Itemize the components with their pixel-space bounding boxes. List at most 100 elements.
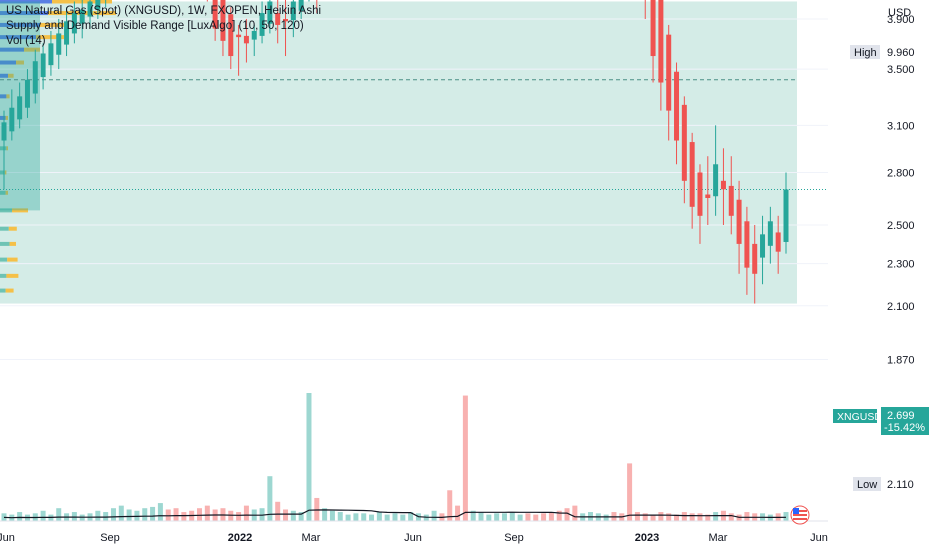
time-tick-label: Sep: [100, 532, 120, 544]
profile-bar-buy: [0, 94, 7, 99]
time-tick-label: Mar: [709, 532, 728, 544]
volume-bar: [306, 393, 312, 521]
volume-bar: [392, 513, 398, 521]
volume-bar: [40, 510, 46, 521]
low-label: Low: [857, 479, 877, 491]
volume-bar: [501, 513, 507, 521]
time-axis[interactable]: Jun Sep 2022 Mar Jun Sep 2023 Mar Jun: [0, 532, 828, 544]
volume-bar: [423, 514, 429, 521]
price-tick-label: 3.100: [887, 120, 915, 132]
volume-bar: [462, 395, 468, 521]
volume-bar: [157, 503, 163, 521]
time-tick-label: Sep: [504, 532, 524, 544]
volume-bar: [548, 512, 554, 521]
candle-body: [705, 194, 711, 198]
price-tick-label: 3.500: [887, 64, 915, 76]
candle-body: [267, 1, 273, 24]
price-axis[interactable]: USD 10.5009.5008.5007.5006.5005.5004.900…: [887, 0, 921, 367]
candle-body: [95, 0, 101, 10]
volume-bar: [181, 512, 187, 521]
high-label: High: [854, 47, 877, 59]
profile-bar-buy: [0, 35, 36, 40]
candle-body: [259, 13, 265, 36]
candle-body: [767, 221, 773, 246]
volume-bar: [259, 508, 265, 521]
volume-bar: [533, 514, 539, 521]
volume-bar: [478, 512, 484, 521]
candle-body: [71, 13, 77, 34]
volume-bar: [353, 513, 359, 521]
volume-bar: [470, 510, 476, 521]
candle-body: [56, 33, 62, 55]
profile-bar-sell: [9, 241, 16, 246]
time-tick-label: 2023: [635, 532, 659, 544]
volume-bar: [486, 514, 492, 521]
volume-bar: [634, 512, 640, 521]
candle-body: [79, 9, 85, 24]
profile-bar-buy: [0, 73, 8, 78]
volume-bar: [525, 513, 531, 521]
volume-bar: [56, 508, 62, 521]
symbol-label: XNGUSD: [837, 411, 882, 423]
time-tick-label: 2022: [228, 532, 252, 544]
volume-bar: [455, 505, 461, 521]
profile-bar-sell: [12, 208, 28, 213]
candle-body: [674, 71, 680, 141]
volume-bar: [345, 514, 351, 521]
candle-body: [251, 30, 257, 40]
profile-bar-buy: [0, 0, 52, 4]
candle-body: [236, 34, 242, 38]
volume-bar: [322, 508, 328, 521]
candle-body: [752, 243, 758, 274]
candle-body: [9, 107, 15, 132]
profile-bar-buy: [0, 288, 6, 293]
profile-bar-buy: [0, 22, 40, 27]
profile-bar-buy: [0, 115, 6, 120]
volume-bar: [361, 513, 367, 521]
candle-body: [1, 122, 7, 141]
volume-bar: [1, 513, 7, 521]
volume-bar: [689, 513, 695, 521]
candle-body: [720, 180, 726, 190]
volume-bar: [118, 505, 124, 521]
volume-bar: [517, 514, 523, 521]
time-tick-label: Jun: [810, 532, 828, 544]
candle-body: [728, 185, 734, 216]
volume-bar: [705, 514, 711, 521]
high-value: 9.960: [887, 47, 915, 59]
volume-bar: [728, 513, 734, 521]
profile-bar-sell: [36, 35, 64, 40]
symbol-badge: XNGUSD: [833, 409, 882, 423]
candle-body: [275, 13, 281, 25]
candle-body: [228, 14, 234, 57]
profile-bar-sell: [5, 190, 8, 195]
last-price-value: 2.699: [887, 410, 915, 422]
price-tick-label: 2.800: [887, 167, 915, 179]
volume-bar: [329, 510, 335, 521]
profile-bar-sell: [16, 60, 24, 65]
volume-bar: [369, 514, 375, 521]
profile-bar-sell: [7, 257, 18, 262]
profile-bar-sell: [40, 22, 64, 27]
price-tick-label: 2.300: [887, 259, 915, 271]
volume-bar: [431, 510, 437, 521]
candle-body: [697, 172, 703, 216]
symbol-title: US Natural Gas (Spot) (XNGUSD), 1W, FXOP…: [6, 5, 322, 17]
candle-body: [775, 232, 781, 252]
candle-body: [290, 1, 296, 21]
volume-bar: [494, 513, 500, 521]
volume-bars: [1, 393, 789, 521]
candle-body: [744, 221, 750, 268]
volume-bar: [650, 514, 656, 521]
indicator-name: Supply and Demand Visible Range [LuxAlgo…: [6, 20, 304, 32]
volume-bar: [376, 512, 382, 521]
volume-indicator-name: Vol (14): [6, 35, 46, 47]
volume-bar: [541, 513, 547, 521]
candle-body: [283, 18, 289, 22]
volume-bar: [556, 510, 562, 521]
profile-bar-buy: [0, 146, 7, 151]
volume-bar: [110, 508, 116, 521]
volume-bar: [572, 505, 578, 521]
candle-body: [298, 0, 304, 11]
